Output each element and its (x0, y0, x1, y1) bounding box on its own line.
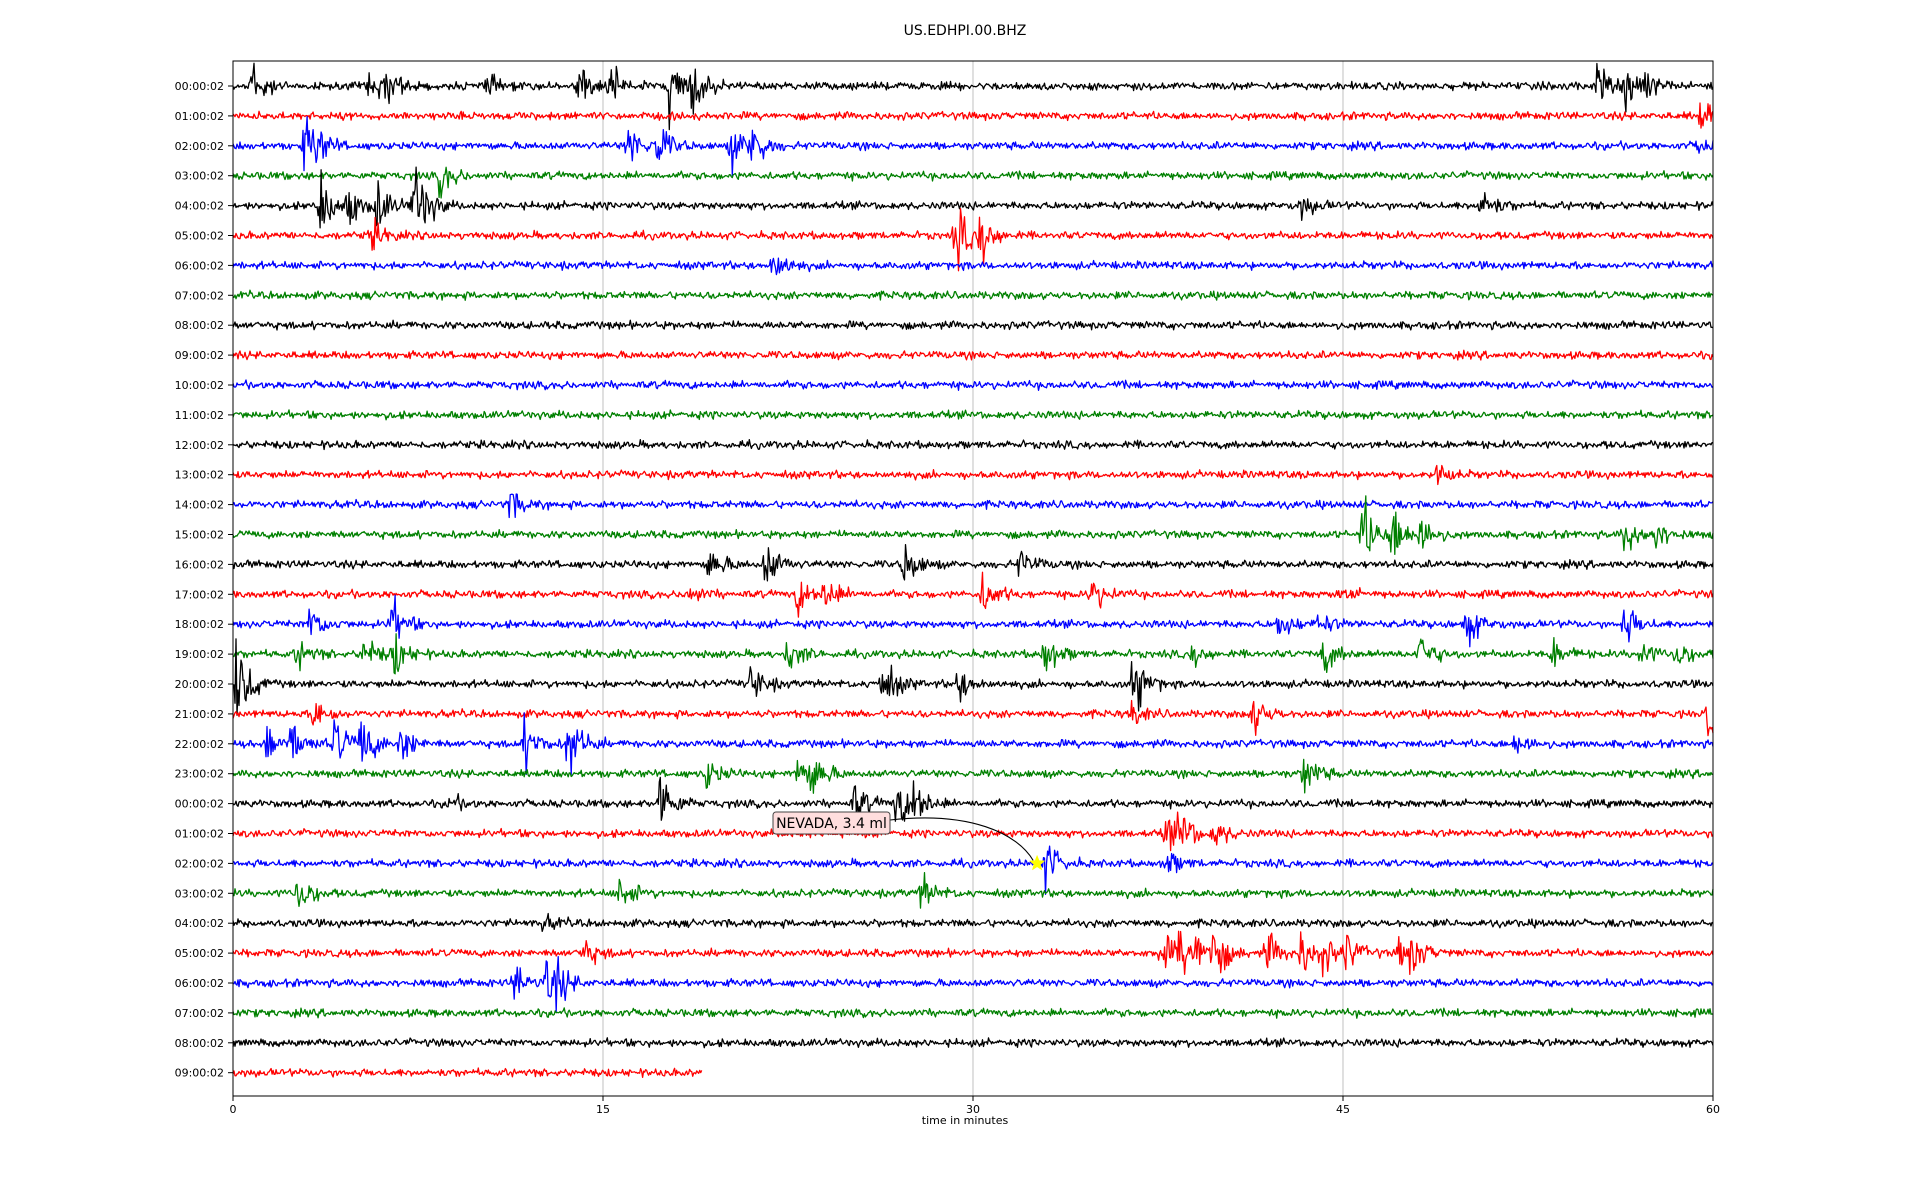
trace-row-12 (232, 438, 1714, 451)
row-label-17: 17:00:02 (175, 588, 224, 601)
row-label-12: 12:00:02 (175, 439, 224, 452)
trace-row-22 (232, 712, 1714, 776)
row-label-13: 13:00:02 (175, 469, 224, 482)
row-label-1: 01:00:02 (175, 110, 224, 123)
row-label-33: 09:00:02 (175, 1067, 224, 1080)
trace-row-13 (232, 464, 1714, 486)
trace-row-10 (232, 379, 1714, 391)
trace-row-15 (232, 495, 1714, 556)
event-annotation: NEVADA, 3.4 ml (772, 811, 1046, 871)
trace-row-7 (232, 289, 1714, 301)
trace-row-14 (232, 493, 1714, 519)
row-label-30: 06:00:02 (175, 977, 224, 990)
trace-row-21 (232, 699, 1714, 737)
trace-row-33 (232, 1067, 703, 1079)
event-star-marker (1028, 854, 1046, 871)
row-label-0: 00:00:02 (175, 80, 224, 93)
x-tick-label-2: 30 (966, 1103, 980, 1116)
row-label-8: 08:00:02 (175, 319, 224, 332)
trace-row-28 (232, 912, 1714, 933)
row-time-labels: 00:00:02 01:00:02 02:00:02 03:00:02 04:00:02… (175, 80, 233, 1080)
row-label-29: 05:00:02 (175, 947, 224, 960)
trace-row-0 (232, 62, 1714, 131)
trace-row-23 (232, 758, 1714, 794)
annotation-connector (889, 817, 1034, 861)
row-label-3: 03:00:02 (175, 170, 224, 183)
row-label-6: 06:00:02 (175, 259, 224, 272)
trace-row-9 (232, 349, 1714, 361)
x-tick-label-3: 45 (1336, 1103, 1350, 1116)
trace-row-20 (232, 638, 1714, 716)
trace-row-6 (232, 257, 1714, 276)
x-tick-label-1: 15 (596, 1103, 610, 1116)
trace-row-32 (232, 1037, 1714, 1049)
row-label-26: 02:00:02 (175, 857, 224, 870)
trace-row-3 (232, 166, 1714, 199)
trace-row-4 (232, 166, 1714, 229)
trace-row-29 (232, 930, 1714, 978)
row-label-31: 07:00:02 (175, 1007, 224, 1020)
trace-row-18 (232, 594, 1714, 648)
row-label-27: 03:00:02 (175, 887, 224, 900)
trace-row-25 (232, 811, 1714, 852)
row-label-4: 04:00:02 (175, 200, 224, 213)
x-axis-label: time in minutes (922, 1114, 1009, 1127)
annotation-text: NEVADA, 3.4 ml (776, 816, 887, 832)
trace-row-27 (232, 872, 1714, 909)
trace-row-5 (232, 207, 1714, 272)
row-label-14: 14:00:02 (175, 499, 224, 512)
trace-row-19 (233, 633, 1714, 675)
row-label-11: 11:00:02 (175, 409, 224, 422)
row-label-28: 04:00:02 (175, 917, 224, 930)
trace-row-2 (232, 116, 1714, 177)
row-label-21: 21:00:02 (175, 708, 224, 721)
row-label-18: 18:00:02 (175, 618, 224, 631)
row-label-15: 15:00:02 (175, 529, 224, 542)
trace-row-16 (232, 543, 1714, 582)
trace-row-30 (232, 956, 1714, 1013)
trace-row-26 (232, 845, 1714, 895)
x-gridlines (602, 61, 1344, 1096)
row-label-24: 00:00:02 (175, 798, 224, 811)
row-label-2: 02:00:02 (175, 140, 224, 153)
seismic-traces (232, 62, 1714, 1079)
row-label-9: 09:00:02 (175, 349, 224, 362)
trace-row-11 (232, 409, 1714, 421)
trace-row-24 (232, 776, 1714, 822)
x-tick-label-4: 60 (1706, 1103, 1720, 1116)
trace-row-8 (232, 319, 1714, 331)
row-label-32: 08:00:02 (175, 1037, 224, 1050)
row-label-5: 05:00:02 (175, 230, 224, 243)
x-axis-ticks: 0 15 30 45 60 (230, 1096, 1720, 1116)
row-label-22: 22:00:02 (175, 738, 224, 751)
row-label-10: 10:00:02 (175, 379, 224, 392)
row-label-25: 01:00:02 (175, 828, 224, 841)
row-label-20: 20:00:02 (175, 678, 224, 691)
row-label-7: 07:00:02 (175, 289, 224, 302)
trace-row-31 (232, 1007, 1714, 1019)
trace-row-1 (232, 102, 1714, 129)
trace-row-17 (232, 571, 1714, 618)
x-tick-label-0: 0 (230, 1103, 237, 1116)
row-label-16: 16:00:02 (175, 558, 224, 571)
row-label-19: 19:00:02 (175, 648, 224, 661)
annotation-box (772, 811, 891, 835)
row-label-23: 23:00:02 (175, 768, 224, 781)
chart-title: US.EDHPI.00.BHZ (904, 23, 1027, 39)
